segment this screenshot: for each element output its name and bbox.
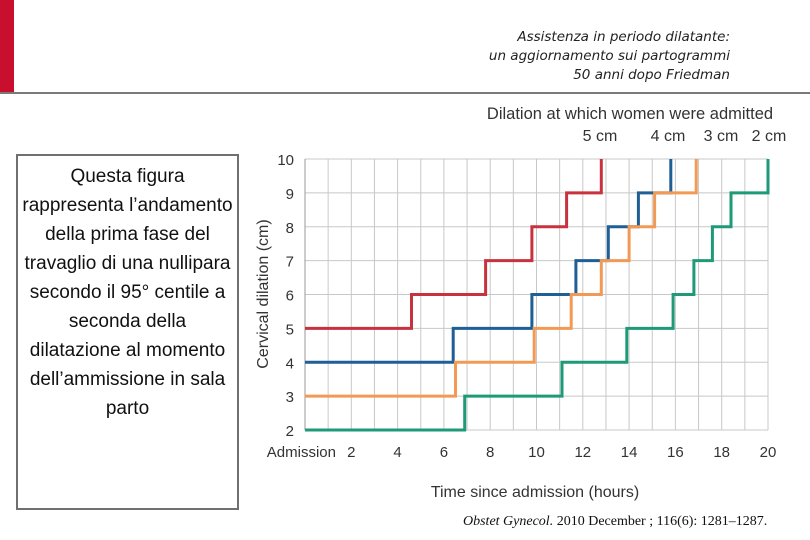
series-line-2-cm: [305, 159, 770, 432]
legend-label: 3 cm: [704, 128, 739, 145]
header-line-2: un aggiornamento sui partogrammi: [488, 48, 730, 64]
x-axis-label: Time since admission (hours): [431, 484, 639, 501]
legend-label: 2 cm: [752, 128, 787, 145]
series-line-3-cm: [305, 159, 698, 398]
x-tick-label: 6: [440, 444, 448, 461]
y-tick-label: 7: [286, 254, 294, 271]
x-tick-label: 12: [574, 444, 591, 461]
x-tick-label: 2: [347, 444, 355, 461]
header-line-3: 50 anni dopo Friedman: [573, 67, 730, 83]
y-tick-label: 10: [277, 152, 294, 169]
series-line-5-cm: [305, 159, 603, 330]
x-tick-label: 14: [621, 444, 638, 461]
y-tick-label: 3: [286, 389, 294, 406]
x-tick-label: 20: [760, 444, 777, 461]
x-tick-label: 4: [393, 444, 401, 461]
y-tick-label: 2: [286, 423, 294, 440]
y-axis-label: Cervical dilation (cm): [255, 219, 272, 368]
accent-bar: [0, 0, 14, 92]
legend-label: 4 cm: [651, 128, 686, 145]
x-tick-label: 10: [528, 444, 545, 461]
y-tick-label: 8: [286, 220, 294, 237]
x-tick-label: 8: [486, 444, 494, 461]
slide-header: Assistenza in periodo dilatante: un aggi…: [489, 28, 730, 85]
series-line-4-cm: [305, 159, 673, 364]
y-tick-label: 5: [286, 321, 294, 338]
citation-details: 2010 December ; 116(6): 1281–1287.: [553, 514, 768, 529]
caption-text: Questa figura rappresenta l’andamento de…: [22, 166, 233, 419]
x-tick-label: 18: [713, 444, 730, 461]
citation: Obstet Gynecol. 2010 December ; 116(6): …: [463, 514, 767, 530]
y-tick-label: 4: [286, 355, 294, 372]
y-tick-label: 6: [286, 288, 294, 305]
legend-label: 5 cm: [583, 128, 618, 145]
x-tick-label: 16: [667, 444, 684, 461]
header-divider: [0, 92, 810, 94]
header-line-1: Assistenza in periodo dilatante:: [517, 29, 730, 45]
caption-box: Questa figura rappresenta l’andamento de…: [16, 154, 239, 510]
citation-journal: Obstet Gynecol.: [463, 514, 554, 529]
x-tick-label: Admission: [267, 444, 336, 461]
chart-title: Dilation at which women were admitted: [487, 105, 773, 123]
y-tick-label: 9: [286, 186, 294, 203]
